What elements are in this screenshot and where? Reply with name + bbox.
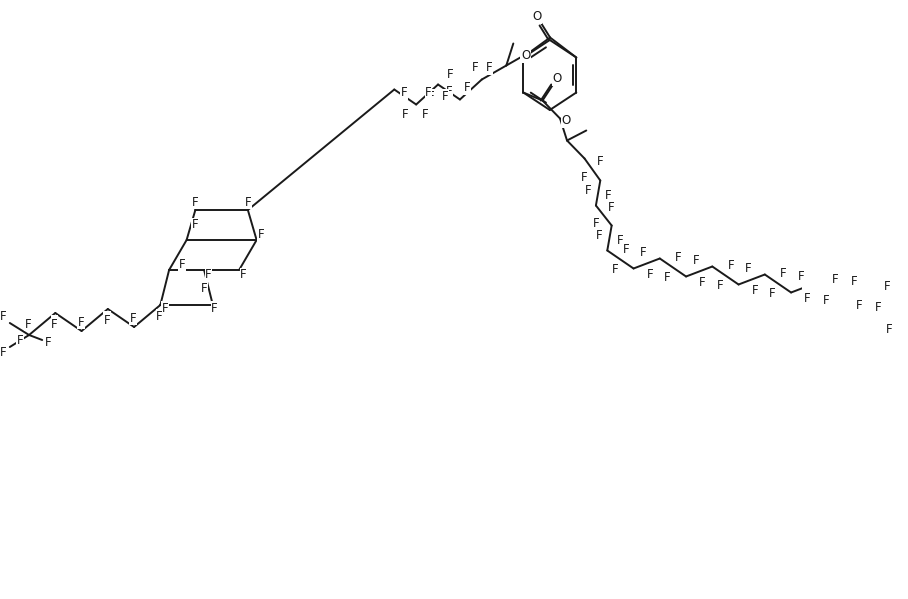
Text: F: F [77,313,84,326]
Text: F: F [693,253,699,267]
Text: F: F [486,61,492,74]
Text: F: F [421,108,429,121]
Text: F: F [623,243,629,256]
Text: F: F [596,229,603,242]
Text: F: F [752,285,758,297]
Text: F: F [179,258,185,271]
Text: F: F [605,189,612,202]
Text: F: F [400,86,407,99]
Text: F: F [402,108,409,121]
Text: F: F [51,317,58,331]
Text: F: F [716,279,724,292]
Text: F: F [727,259,735,272]
Text: F: F [884,280,891,293]
Text: F: F [593,217,599,230]
Text: F: F [608,201,615,214]
Text: F: F [104,311,110,325]
Text: F: F [212,301,218,314]
Text: F: F [156,310,163,322]
Text: F: F [25,317,32,331]
Text: F: F [832,273,838,286]
Text: F: F [823,294,829,307]
Text: F: F [856,298,863,311]
Text: F: F [162,301,168,314]
Text: F: F [581,171,587,184]
Text: F: F [0,346,6,359]
Text: O: O [553,72,562,85]
Text: F: F [130,311,136,325]
Text: F: F [244,195,252,208]
Text: F: F [446,85,453,98]
Text: F: F [447,68,454,81]
Text: F: F [745,262,752,274]
Text: F: F [77,316,84,328]
Text: F: F [192,219,199,231]
Text: F: F [17,334,24,346]
Text: F: F [851,276,857,288]
Text: F: F [192,195,199,208]
Text: F: F [780,267,786,280]
Text: F: F [104,313,110,326]
Text: F: F [640,246,646,259]
Text: F: F [617,234,623,247]
Text: F: F [875,301,882,314]
Text: F: F [201,282,207,295]
Text: F: F [205,268,212,282]
Text: F: F [797,270,804,283]
Text: O: O [561,114,571,127]
Text: F: F [675,251,682,264]
Text: F: F [886,323,893,336]
Text: F: F [769,288,775,300]
Text: F: F [597,155,604,168]
Text: F: F [258,228,264,241]
Text: F: F [612,264,618,276]
Text: F: F [471,61,479,74]
Text: F: F [425,86,431,99]
Text: F: F [464,81,470,94]
Text: F: F [585,184,591,197]
Text: F: F [441,90,449,103]
Text: F: F [646,268,654,282]
Text: F: F [51,316,58,328]
Text: O: O [521,49,530,62]
Text: F: F [45,337,52,349]
Text: F: F [804,292,811,305]
Text: F: F [699,276,706,289]
Text: F: F [665,271,671,285]
Text: F: F [0,310,6,323]
Text: F: F [241,268,247,282]
Text: F: F [130,310,136,322]
Text: O: O [532,10,541,23]
Text: F: F [428,90,434,103]
